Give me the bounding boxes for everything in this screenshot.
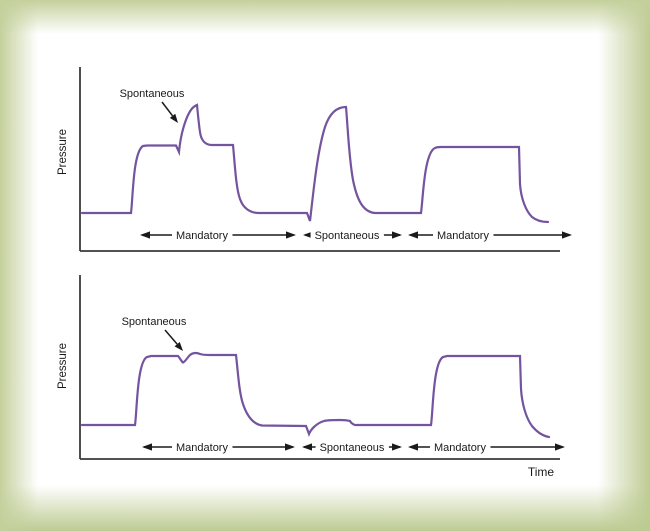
- bottom-spontaneous-callout-label: Spontaneous: [122, 316, 187, 328]
- region-label: Mandatory: [176, 230, 228, 242]
- region-annotations-0: Mandatory Spontaneous Mandatory: [140, 228, 572, 242]
- callout-arrow-line: [164, 329, 178, 345]
- top-pressure-axis-label: Pressure: [57, 129, 69, 175]
- left-arrowhead-icon: [408, 443, 418, 451]
- region-label: Mandatory: [437, 230, 489, 242]
- left-arrowhead-icon: [142, 443, 152, 451]
- top-spontaneous-callout-label: Spontaneous: [120, 88, 185, 100]
- region-arrow-mandatory: Mandatory: [140, 228, 296, 242]
- bottom-pressure-waveform: [80, 351, 551, 439]
- region-label: Mandatory: [176, 442, 228, 454]
- callout-arrow-1: [164, 329, 183, 351]
- right-arrowhead-icon: [392, 443, 402, 451]
- top-panel: Pressure Spontaneous Mandatory Spontaneou…: [57, 67, 572, 252]
- region-annotations-1: Mandatory Spontaneous Mandatory: [142, 440, 565, 454]
- region-label: Spontaneous: [315, 230, 380, 242]
- time-axis-label: Time: [528, 465, 555, 479]
- right-arrowhead-icon: [286, 231, 296, 239]
- right-arrowhead-icon: [392, 231, 402, 239]
- left-arrowhead-icon: [302, 443, 312, 451]
- callout-arrowhead-icon: [169, 113, 178, 123]
- region-arrow-mandatory: Mandatory: [408, 440, 565, 454]
- right-arrowhead-icon: [562, 231, 572, 239]
- region-arrow-mandatory: Mandatory: [408, 228, 572, 242]
- right-arrowhead-icon: [285, 443, 295, 451]
- region-arrow-mandatory: Mandatory: [142, 440, 295, 454]
- left-arrowhead-icon: [140, 231, 150, 239]
- callout-arrow-0: [161, 101, 178, 123]
- bottom-panel: Pressure Spontaneous Mandatory Spontaneou…: [57, 275, 565, 479]
- region-arrow-spontaneous: Spontaneous: [303, 228, 402, 242]
- callout-arrow-line: [161, 101, 174, 117]
- top-pressure-waveform: [80, 103, 550, 224]
- right-arrowhead-icon: [555, 443, 565, 451]
- left-arrowhead-icon: [408, 231, 418, 239]
- region-label: Mandatory: [434, 442, 486, 454]
- bottom-pressure-axis-label: Pressure: [57, 343, 69, 389]
- region-arrow-spontaneous: Spontaneous: [302, 440, 402, 454]
- region-label: Spontaneous: [320, 442, 385, 454]
